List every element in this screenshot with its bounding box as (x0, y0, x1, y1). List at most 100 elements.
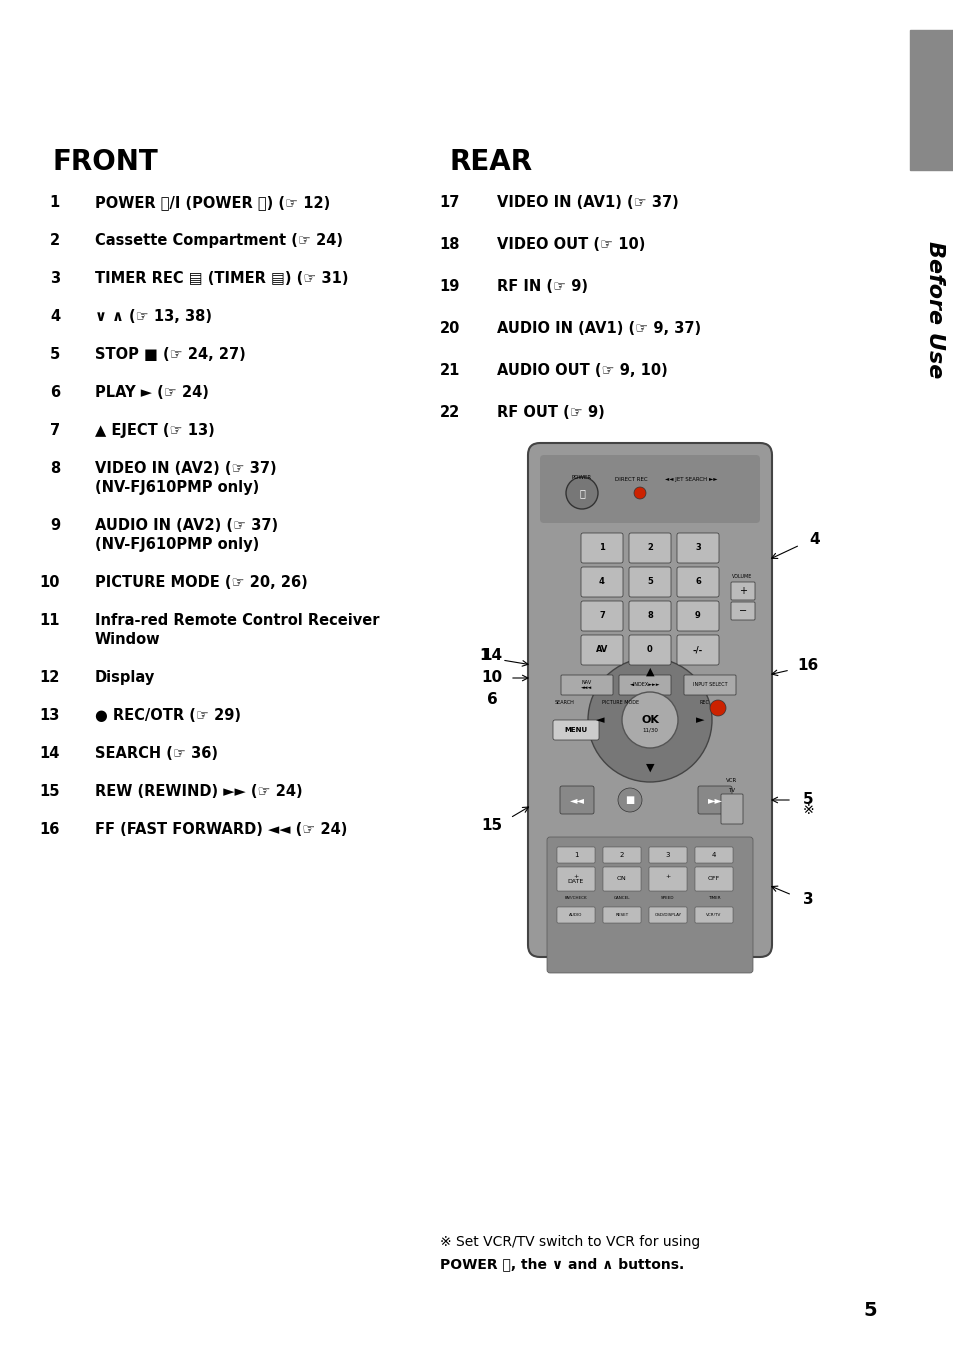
Text: 9: 9 (695, 611, 700, 621)
FancyBboxPatch shape (580, 566, 622, 598)
Text: 4: 4 (711, 852, 716, 859)
Text: PICTURE MODE (☞ 20, 26): PICTURE MODE (☞ 20, 26) (95, 575, 308, 589)
Text: DIRECT REC: DIRECT REC (615, 477, 647, 483)
Text: 19: 19 (439, 279, 459, 293)
Text: 3: 3 (695, 544, 700, 553)
Text: SPEED: SPEED (660, 896, 674, 900)
FancyBboxPatch shape (695, 867, 732, 891)
Text: OFF: OFF (707, 876, 720, 882)
Text: TIMER: TIMER (707, 896, 720, 900)
FancyBboxPatch shape (546, 837, 752, 973)
Text: REAR: REAR (450, 147, 533, 176)
Text: 7: 7 (598, 611, 604, 621)
FancyBboxPatch shape (527, 443, 771, 957)
FancyBboxPatch shape (539, 456, 760, 523)
Text: 3: 3 (665, 852, 670, 859)
Text: VIDEO IN (AV1) (☞ 37): VIDEO IN (AV1) (☞ 37) (497, 195, 678, 210)
FancyBboxPatch shape (557, 907, 595, 923)
Text: 5: 5 (862, 1301, 876, 1320)
Text: 20: 20 (439, 320, 459, 337)
Text: Window: Window (95, 631, 160, 648)
Circle shape (565, 477, 598, 508)
Text: 4: 4 (50, 310, 60, 324)
Text: POWER ⏽, the ∨ and ∧ buttons.: POWER ⏽, the ∨ and ∧ buttons. (439, 1257, 683, 1271)
Text: 3: 3 (801, 892, 813, 907)
Text: 11/30: 11/30 (641, 727, 658, 733)
FancyBboxPatch shape (557, 846, 595, 863)
Text: 13: 13 (40, 708, 60, 723)
Text: ▼: ▼ (645, 763, 654, 773)
Text: FRONT: FRONT (52, 147, 157, 176)
Text: SEARCH: SEARCH (555, 700, 575, 704)
Text: 3: 3 (50, 270, 60, 287)
Text: AUDIO: AUDIO (569, 913, 582, 917)
FancyBboxPatch shape (730, 581, 754, 600)
Text: 4: 4 (809, 533, 820, 548)
Text: REW (REWIND) ►► (☞ 24): REW (REWIND) ►► (☞ 24) (95, 784, 302, 799)
Text: PLAY ► (☞ 24): PLAY ► (☞ 24) (95, 385, 209, 400)
Text: Infra-red Remote Control Receiver: Infra-red Remote Control Receiver (95, 612, 379, 627)
Text: 10: 10 (39, 575, 60, 589)
FancyBboxPatch shape (628, 721, 670, 740)
FancyBboxPatch shape (618, 675, 670, 695)
Text: 6: 6 (486, 692, 497, 707)
Circle shape (621, 692, 678, 748)
FancyBboxPatch shape (683, 675, 735, 695)
FancyBboxPatch shape (628, 602, 670, 631)
Text: RESET: RESET (615, 913, 628, 917)
Text: ▲ EJECT (☞ 13): ▲ EJECT (☞ 13) (95, 423, 214, 438)
Text: 5: 5 (50, 347, 60, 362)
FancyBboxPatch shape (553, 721, 598, 740)
FancyBboxPatch shape (580, 635, 622, 665)
Text: STOP ■ (☞ 24, 27): STOP ■ (☞ 24, 27) (95, 347, 246, 362)
FancyBboxPatch shape (720, 794, 742, 823)
Text: AUDIO IN (AV1) (☞ 9, 37): AUDIO IN (AV1) (☞ 9, 37) (497, 320, 700, 337)
FancyBboxPatch shape (698, 786, 731, 814)
Text: 6: 6 (695, 577, 700, 587)
FancyBboxPatch shape (559, 786, 594, 814)
FancyBboxPatch shape (677, 635, 719, 665)
Text: 18: 18 (439, 237, 459, 251)
Text: VCR/TV: VCR/TV (705, 913, 720, 917)
Text: +
DATE: + DATE (567, 873, 583, 884)
Text: OK: OK (640, 715, 659, 725)
Text: 6: 6 (50, 385, 60, 400)
Text: OSD/DISPLAY: OSD/DISPLAY (654, 913, 680, 917)
Text: 14: 14 (481, 648, 502, 662)
Text: ※ Set VCR/TV switch to VCR for using: ※ Set VCR/TV switch to VCR for using (439, 1234, 700, 1249)
Text: 5: 5 (801, 792, 813, 807)
FancyBboxPatch shape (695, 846, 732, 863)
Text: 21: 21 (439, 362, 459, 379)
Text: 0: 0 (646, 645, 652, 654)
Text: VOLUME: VOLUME (731, 575, 752, 579)
Text: -/-: -/- (692, 645, 702, 654)
Text: ● REC/OTR (☞ 29): ● REC/OTR (☞ 29) (95, 708, 241, 723)
Text: NAV
◄◄◄: NAV ◄◄◄ (580, 680, 592, 691)
Circle shape (587, 658, 711, 781)
Text: 16: 16 (797, 657, 818, 672)
Text: VIDEO IN (AV2) (☞ 37): VIDEO IN (AV2) (☞ 37) (95, 461, 276, 476)
Text: RF OUT (☞ 9): RF OUT (☞ 9) (497, 406, 604, 420)
FancyBboxPatch shape (695, 907, 732, 923)
Text: 8: 8 (646, 611, 652, 621)
Text: ∨ ∧ (☞ 13, 38): ∨ ∧ (☞ 13, 38) (95, 310, 212, 324)
Text: −: − (739, 606, 746, 617)
Text: 17: 17 (439, 195, 459, 210)
Text: ◄INDEX►►►: ◄INDEX►►► (629, 683, 659, 688)
Text: 1: 1 (50, 195, 60, 210)
Text: 7: 7 (50, 423, 60, 438)
Text: AUDIO OUT (☞ 9, 10): AUDIO OUT (☞ 9, 10) (497, 362, 667, 379)
Text: MENU: MENU (564, 727, 587, 733)
Text: 4: 4 (598, 577, 604, 587)
Text: CANCEL: CANCEL (613, 896, 630, 900)
FancyBboxPatch shape (560, 675, 613, 695)
FancyBboxPatch shape (677, 533, 719, 562)
Text: 8: 8 (50, 461, 60, 476)
FancyBboxPatch shape (602, 867, 640, 891)
Text: TV: TV (728, 787, 735, 792)
Text: ►: ► (695, 715, 703, 725)
Text: VIDEO OUT (☞ 10): VIDEO OUT (☞ 10) (497, 237, 644, 251)
FancyBboxPatch shape (628, 566, 670, 598)
Text: RF IN (☞ 9): RF IN (☞ 9) (497, 279, 587, 293)
Circle shape (634, 487, 645, 499)
